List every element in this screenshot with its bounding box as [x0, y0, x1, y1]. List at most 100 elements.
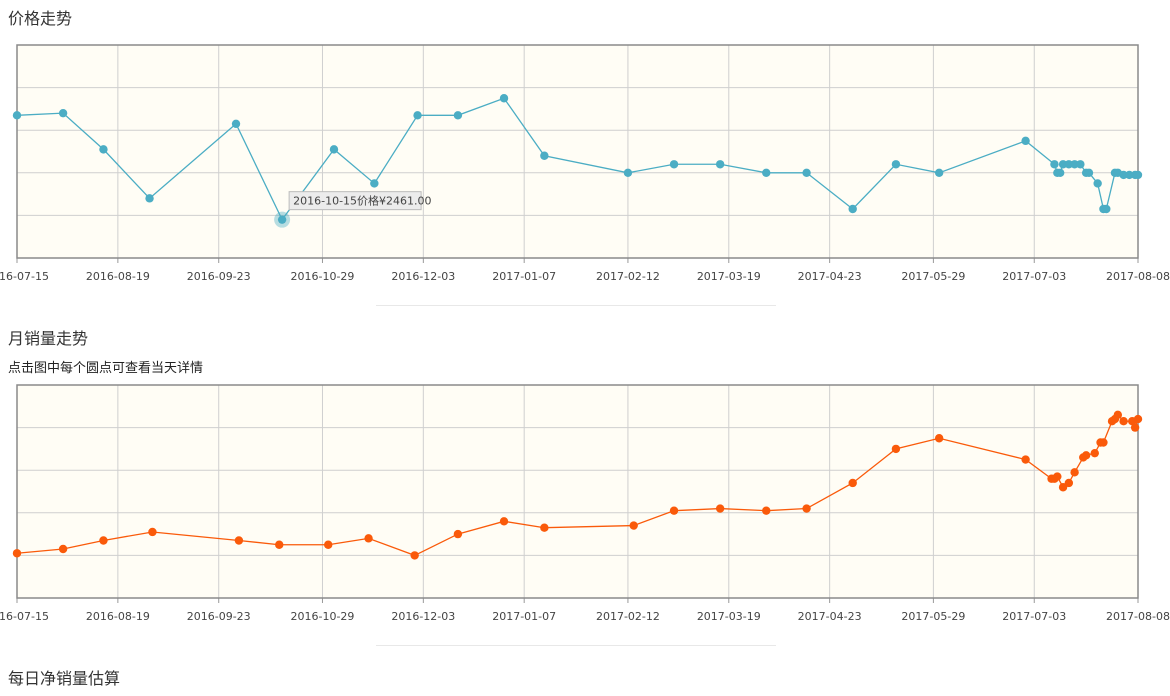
data-point [99, 145, 108, 154]
data-point [623, 168, 633, 177]
x-tick-label: 2017-08-08 [1106, 610, 1170, 623]
data-point [1064, 478, 1074, 488]
data-point [499, 517, 509, 526]
x-tick-label: 2017-05-29 [901, 270, 965, 283]
data-point [1119, 170, 1128, 180]
data-point [891, 444, 901, 454]
data-point [1050, 160, 1059, 169]
x-tick-label: 2016-12-03 [391, 270, 455, 283]
data-point [370, 179, 379, 188]
data-point [1053, 472, 1062, 481]
x-tick-label: 2016-08-19 [86, 610, 150, 623]
data-point [1119, 417, 1128, 426]
data-point [1102, 204, 1111, 214]
plot-border [16, 384, 1139, 599]
data-point [715, 160, 725, 169]
sales-section-title: 月销量走势 [8, 329, 89, 348]
data-point [364, 534, 373, 543]
data-point [453, 529, 463, 539]
data-point [329, 145, 339, 154]
data-point [12, 549, 22, 558]
data-point [58, 108, 68, 118]
x-tick-label: 2016-07-15 [0, 610, 49, 623]
data-point [1070, 160, 1079, 169]
data-point [234, 536, 244, 545]
data-point [1125, 170, 1134, 180]
data-point [275, 540, 284, 549]
data-point [410, 551, 419, 560]
x-tick-label: 2017-04-23 [798, 610, 862, 623]
data-point [1021, 136, 1030, 146]
data-point [1130, 423, 1140, 432]
section-divider [376, 305, 776, 306]
x-tick-label: 2016-09-23 [187, 610, 251, 623]
x-tick-label: 2017-03-19 [697, 270, 761, 283]
data-point [934, 168, 944, 177]
data-point [58, 544, 68, 554]
sales-chart-hint: 点击图中每个圆点可查看当天详情 [8, 361, 204, 376]
x-tick-label: 2017-05-29 [901, 610, 965, 623]
data-point [1133, 170, 1143, 180]
data-point [1084, 168, 1094, 177]
monthly-sales-chart[interactable]: 2016-07-15 2016-08-19 2016-09-23 2016-10-29… [0, 370, 1170, 623]
x-tick-label: 2017-02-12 [596, 610, 660, 623]
tooltip-box [288, 191, 422, 211]
x-tick-label: 2017-02-12 [596, 270, 660, 283]
plot-border [16, 44, 1139, 259]
data-point [499, 94, 509, 103]
x-tick-label: 2017-01-07 [492, 270, 556, 283]
x-tick-label: 2016-09-23 [187, 270, 251, 283]
data-point [1090, 448, 1099, 458]
daily-sales-section-title: 每日净销量估算 [8, 669, 121, 688]
data-point [934, 434, 944, 443]
data-point [1113, 410, 1123, 420]
data-point [669, 506, 679, 515]
x-tick-label: 2016-10-29 [290, 270, 354, 283]
data-point [277, 215, 287, 224]
data-point [762, 506, 771, 515]
plot-area [17, 385, 1138, 598]
price-trend-chart[interactable]: 2016-07-15 2016-08-19 2016-09-23 2016-10-29… [0, 30, 1170, 320]
plot-area [17, 45, 1138, 258]
data-point [1055, 168, 1065, 177]
section-divider [376, 645, 776, 646]
data-point [1021, 455, 1030, 464]
tooltip: 2016-10-15价格¥2461.00 [288, 191, 432, 211]
x-tick-label: 2017-08-08 [1106, 270, 1170, 283]
data-point [1099, 438, 1108, 447]
data-point [1058, 483, 1068, 492]
data-point [1093, 179, 1102, 188]
data-point [1076, 160, 1085, 169]
x-tick-label: 2016-12-03 [391, 610, 455, 623]
data-point [1081, 451, 1091, 460]
x-tick-label: 2016-08-19 [86, 270, 150, 283]
x-tick-label: 2016-10-29 [290, 610, 354, 623]
data-point [540, 151, 549, 160]
data-point [148, 527, 157, 537]
data-point [802, 504, 811, 513]
data-point [12, 111, 22, 120]
data-point [324, 540, 333, 549]
price-section-title: 价格走势 [8, 9, 73, 28]
tooltip-text: 2016-10-15价格¥2461.00 [293, 194, 431, 208]
data-point [891, 160, 901, 169]
data-point [413, 111, 422, 120]
x-tick-label: 2017-03-19 [697, 610, 761, 623]
data-point [669, 160, 679, 169]
data-point [802, 168, 811, 177]
data-point [145, 194, 154, 203]
data-point [1070, 468, 1079, 477]
x-tick-label: 2017-01-07 [492, 610, 556, 623]
data-point [715, 504, 725, 513]
x-tick-label: 2017-04-23 [798, 270, 862, 283]
x-tick-label: 2017-07-03 [1002, 610, 1066, 623]
data-point [540, 523, 549, 532]
data-point [629, 521, 638, 530]
data-point [1058, 160, 1068, 169]
data-point [848, 204, 857, 214]
data-point [1133, 414, 1143, 424]
x-tick-label: 2017-07-03 [1002, 270, 1066, 283]
data-point [453, 111, 463, 120]
data-point [848, 478, 857, 488]
x-tick-label: 2016-07-15 [0, 270, 49, 283]
